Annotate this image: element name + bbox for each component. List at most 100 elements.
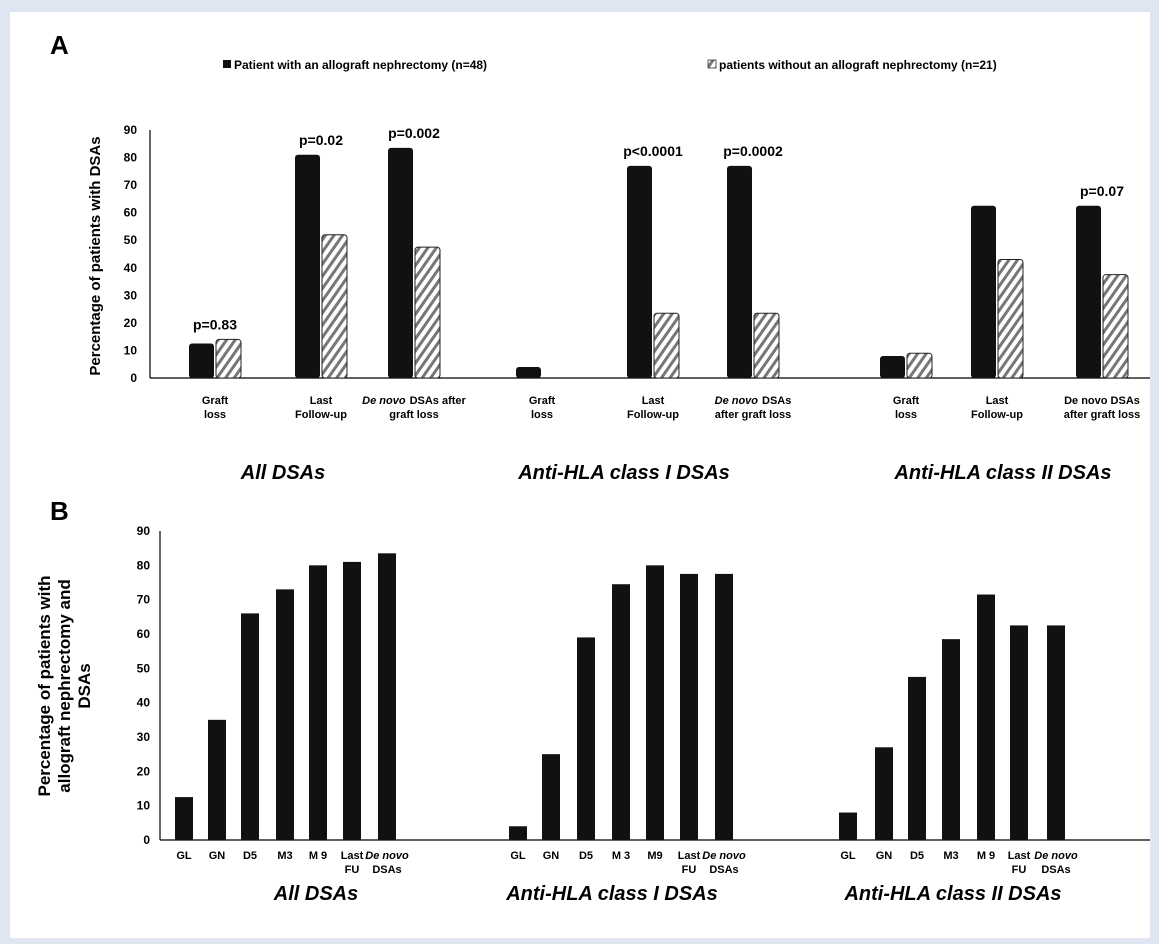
- bar-panel-b: [680, 573, 698, 840]
- y-tick-label: 60: [124, 206, 138, 220]
- bar-nephrectomy: [189, 343, 214, 378]
- x-category-label: DSAs: [1041, 864, 1070, 876]
- bar-panel-b: [343, 561, 361, 840]
- bar-panel-b: [378, 553, 396, 840]
- y-axis-label-b: DSAs: [75, 663, 94, 708]
- bar-no-nephrectomy: [753, 312, 780, 379]
- x-category-label: Last: [678, 850, 701, 862]
- bar-panel-b: [542, 754, 560, 840]
- p-value-label: p=0.02: [299, 132, 343, 148]
- x-category-label: GN: [876, 850, 893, 862]
- legend-label-no-nephrectomy: patients without an allograft nephrectom…: [719, 58, 997, 72]
- y-tick-label: 20: [137, 764, 151, 778]
- group-title-b: Anti-HLA class II DSAs: [843, 883, 1061, 905]
- bar-panel-b: [309, 565, 327, 840]
- y-tick-label: 50: [137, 661, 151, 675]
- category-plain-part: DSAs: [762, 395, 791, 407]
- x-category-label: GL: [510, 850, 526, 862]
- x-category-label: GL: [840, 850, 856, 862]
- x-category-label: Graft: [202, 395, 229, 407]
- bar-nephrectomy: [971, 205, 996, 378]
- y-tick-label: 50: [124, 233, 138, 247]
- bar-no-nephrectomy: [321, 234, 348, 379]
- y-tick-label: 0: [143, 833, 150, 847]
- bar-no-nephrectomy: [997, 259, 1024, 379]
- y-tick-label: 10: [137, 799, 151, 813]
- category-italic-part: De novo: [362, 395, 406, 407]
- x-category-label: Follow-up: [971, 409, 1023, 421]
- bar-nephrectomy: [627, 165, 652, 378]
- category-italic-part: De novo: [715, 395, 759, 407]
- bar-panel-b: [577, 637, 595, 840]
- y-tick-label: 30: [137, 730, 151, 744]
- x-category-label: Graft: [893, 395, 920, 407]
- bar-panel-b: [942, 639, 960, 840]
- bar-no-nephrectomy: [414, 246, 441, 379]
- x-category-label: DSAs: [709, 864, 738, 876]
- x-category-label: Last: [341, 850, 364, 862]
- bar-nephrectomy: [1076, 205, 1101, 378]
- x-category-label: GN: [209, 850, 226, 862]
- group-title-b: Anti-HLA class I DSAs: [505, 883, 718, 905]
- y-tick-label: 70: [124, 178, 138, 192]
- x-category-label: Graft: [529, 395, 556, 407]
- x-category-label: FU: [682, 864, 697, 876]
- x-category-label: FU: [1012, 864, 1027, 876]
- x-category-label: D5: [579, 850, 593, 862]
- y-axis-label-b: Percentage of patients with: [35, 575, 54, 796]
- bar-panel-b: [646, 565, 664, 840]
- x-category-label: De novo DSAs after: [362, 395, 466, 407]
- x-category-label: DSAs: [372, 864, 401, 876]
- x-category-label: graft loss: [389, 409, 439, 421]
- figure-frame: A Patient with an allograft nephrectomy (…: [10, 12, 1150, 938]
- y-tick-label: 70: [137, 593, 151, 607]
- x-category-label: loss: [204, 409, 226, 421]
- bar-panel-b: [612, 584, 630, 840]
- legend-swatch-no-nephrectomy: [707, 59, 717, 69]
- bar-panel-b: [1047, 625, 1065, 840]
- x-category-label: Last: [310, 395, 333, 407]
- panel-letter-a: A: [50, 30, 69, 60]
- legend-label-nephrectomy: Patient with an allograft nephrectomy (n…: [234, 58, 487, 72]
- bar-nephrectomy: [295, 154, 320, 378]
- x-category-label: M3: [277, 850, 292, 862]
- x-category-label: M 3: [612, 850, 630, 862]
- y-tick-label: 90: [124, 123, 138, 137]
- x-category-label: M3: [943, 850, 958, 862]
- category-plain-part: DSAs after: [410, 395, 467, 407]
- x-category-label: M9: [647, 850, 662, 862]
- bar-panel-b: [208, 719, 226, 840]
- bar-panel-b: [509, 826, 527, 840]
- bar-panel-b: [875, 747, 893, 840]
- x-category-label: Last: [642, 395, 665, 407]
- y-axis-label-b: allograft nephrectomy and: [55, 579, 74, 792]
- p-value-label: p=0.07: [1080, 183, 1124, 199]
- bar-panel-b: [1010, 625, 1028, 840]
- group-title-a: All DSAs: [240, 462, 325, 484]
- group-title-a: Anti-HLA class I DSAs: [517, 462, 730, 484]
- bar-nephrectomy: [388, 147, 413, 378]
- bar-nephrectomy: [516, 366, 541, 378]
- bar-panel-b: [715, 573, 733, 840]
- x-category-label: De novo: [1034, 850, 1078, 862]
- x-category-label: GN: [543, 850, 560, 862]
- x-category-label: D5: [910, 850, 924, 862]
- x-category-label: Last: [986, 395, 1009, 407]
- x-category-label: M 9: [977, 850, 995, 862]
- bar-no-nephrectomy: [653, 312, 680, 379]
- x-category-label: De novo: [365, 850, 409, 862]
- bar-panel-b: [241, 613, 259, 840]
- x-category-label: De novo DSAs: [715, 395, 792, 407]
- bar-panel-b: [276, 589, 294, 840]
- figure-svg: A Patient with an allograft nephrectomy (…: [35, 30, 1150, 905]
- x-category-label: loss: [895, 409, 917, 421]
- x-category-label: loss: [531, 409, 553, 421]
- x-category-label: Follow-up: [627, 409, 679, 421]
- y-tick-label: 10: [124, 343, 138, 357]
- p-value-label: p=0.002: [388, 125, 440, 141]
- bar-no-nephrectomy: [906, 352, 933, 379]
- bar-no-nephrectomy: [1102, 274, 1129, 379]
- x-category-label: M 9: [309, 850, 327, 862]
- y-tick-label: 30: [124, 288, 138, 302]
- y-tick-label: 90: [137, 524, 151, 538]
